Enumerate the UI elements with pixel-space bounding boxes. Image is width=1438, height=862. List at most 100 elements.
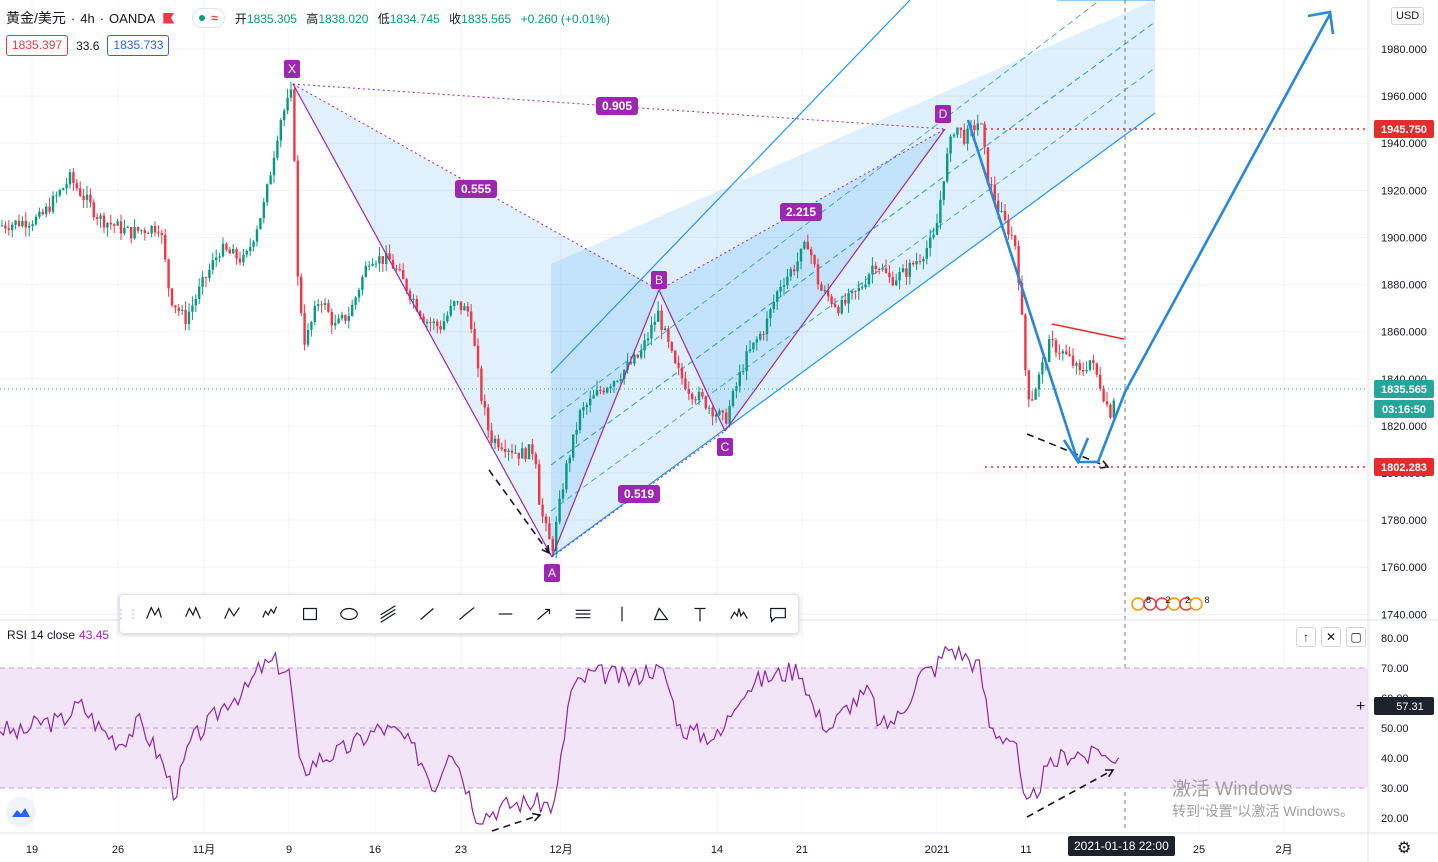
candle-up (728, 405, 731, 424)
candle-up (745, 351, 748, 372)
candle-up (742, 371, 745, 373)
candle-up (378, 256, 381, 264)
candle-up (364, 265, 367, 277)
wave-icon: ≈ (211, 11, 218, 25)
symbol-name[interactable]: 黄金/美元 (6, 10, 66, 26)
point-text: B (655, 273, 663, 287)
candle-up (823, 290, 826, 292)
price-tick-label: 1820.000 (1381, 421, 1427, 433)
candle-up (432, 321, 435, 323)
ellipse-icon[interactable] (329, 595, 368, 633)
candle-up (929, 237, 932, 249)
settings-gear-icon[interactable]: ⚙ (1397, 840, 1412, 857)
candle-down (296, 160, 299, 277)
candle-down (629, 362, 633, 364)
point-text: D (939, 107, 948, 121)
candle-up (864, 284, 867, 288)
xabcd-pattern-icon[interactable] (134, 595, 173, 633)
candle-up (521, 448, 524, 459)
current-price-label-bg (1374, 380, 1434, 398)
countdown-label: 03:16:50 (1374, 400, 1434, 418)
vertical-line-icon[interactable] (602, 595, 641, 633)
ray-icon[interactable] (446, 595, 485, 633)
ratio-text: 2.215 (786, 205, 816, 219)
candle-up (340, 314, 344, 319)
price-tick-label: 1780.000 (1381, 515, 1427, 527)
candle-up (453, 301, 456, 307)
sell-price-button[interactable]: 1835.397 (6, 35, 69, 56)
arrow-up-icon[interactable]: ↑ (1296, 627, 1316, 647)
candle-down (330, 311, 333, 326)
candle-up (201, 277, 204, 287)
candle-up (55, 195, 58, 197)
activation-watermark-text: 转到“设置”以激活 Windows。 (1172, 803, 1355, 819)
candle-up (946, 153, 949, 182)
pattern-leg-line (292, 83, 553, 558)
head-shoulders-icon[interactable] (719, 595, 758, 633)
horizontal-ray-icon[interactable] (485, 595, 524, 633)
currency-button[interactable]: USD (1391, 7, 1425, 25)
time-tick-label: 11月 (193, 844, 215, 856)
pattern-point-a: A (544, 564, 560, 582)
rsi-crosshair-value: 57.31 + (1356, 697, 1434, 715)
rsi-legend[interactable]: RSI 14 close 43.45 (7, 628, 109, 642)
tradingview-logo-icon[interactable] (6, 797, 36, 827)
candle-up (697, 391, 701, 401)
market-status-pill[interactable]: ≈ (192, 8, 225, 28)
candle-down (113, 224, 116, 226)
candle-down (1082, 370, 1085, 372)
text-icon[interactable] (680, 595, 719, 633)
candle-down (381, 256, 384, 265)
comment-icon[interactable] (758, 595, 797, 633)
parallel-channel-icon[interactable] (563, 595, 602, 633)
candle-down (439, 326, 442, 330)
candle-down (990, 184, 993, 186)
candle-down (1105, 401, 1109, 405)
cypher-pattern-icon[interactable] (173, 595, 212, 633)
ratio-label-bd: 2.215 (780, 203, 822, 221)
candle-down (684, 378, 687, 390)
candle-up (140, 230, 143, 232)
event-flag-icon (1131, 597, 1145, 611)
candle-up (310, 322, 313, 330)
path-icon[interactable] (641, 595, 680, 633)
projection-arrowhead-down (1062, 437, 1090, 465)
interval-label[interactable]: 4h (80, 10, 95, 26)
candle-up (633, 354, 636, 364)
trend-line-icon[interactable] (407, 595, 446, 633)
flag-icon[interactable] (163, 12, 175, 24)
candle-down (1095, 363, 1098, 375)
economic-events-icons: 8 2 2 8 (1131, 595, 1210, 611)
three-drives-icon[interactable] (251, 595, 290, 633)
candle-down (1078, 363, 1081, 371)
candle-up (565, 463, 568, 490)
buy-price-button[interactable]: 1835.733 (107, 35, 170, 56)
candle-down (691, 393, 694, 400)
candle-down (551, 539, 554, 552)
close-icon[interactable]: ✕ (1321, 627, 1341, 647)
candle-up (789, 269, 792, 277)
drag-handle-icon[interactable]: ⋮⋮ (115, 607, 139, 621)
maximize-icon[interactable]: ▢ (1346, 627, 1366, 647)
candle-up (266, 184, 269, 203)
rectangle-icon[interactable] (290, 595, 329, 633)
candle-down (476, 345, 480, 369)
candle-down (510, 450, 514, 453)
candle-down (1054, 340, 1058, 353)
candle-down (388, 253, 391, 260)
candle-up (908, 262, 911, 277)
candle-up (612, 381, 616, 387)
price-tick-label: 1880.000 (1381, 280, 1427, 292)
countdown-label-text: 03:16:50 (1382, 404, 1426, 416)
divergence-arrow-rsi-head (1104, 769, 1115, 778)
candle-down (143, 230, 146, 234)
candle-up (0, 225, 4, 227)
projection-arrow-path (966, 13, 1332, 464)
ohlc-values: 开1835.305 高1838.020 低1834.745 收1835.565 … (235, 10, 610, 27)
arrow-icon[interactable] (524, 595, 563, 633)
ratio-badge (618, 485, 660, 503)
regression-trend-icon[interactable] (368, 595, 407, 633)
abcd-pattern-icon[interactable] (212, 595, 251, 633)
point-badge (651, 271, 667, 289)
